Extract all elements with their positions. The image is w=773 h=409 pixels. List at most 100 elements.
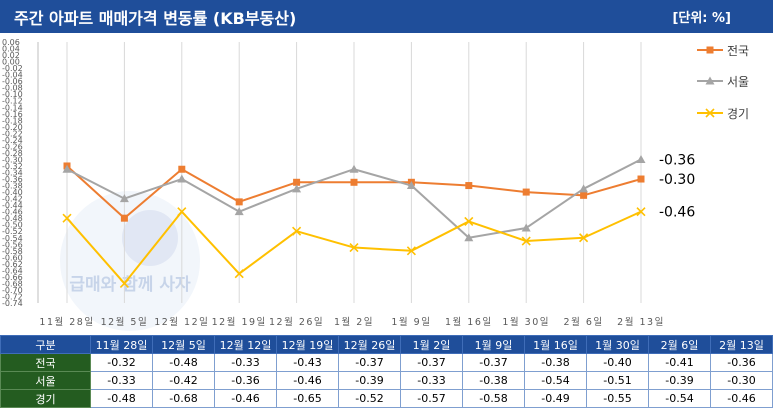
- unit-label: [단위: %]: [672, 11, 731, 26]
- y-tick-label: -0.30: [2, 155, 23, 164]
- data-point-x: [406, 246, 416, 256]
- data-point-square: [465, 182, 473, 190]
- table-cell: -0.48: [90, 389, 153, 408]
- table-cell: -0.33: [400, 371, 463, 390]
- table-cell: -0.37: [400, 353, 463, 372]
- table-cell: -0.51: [586, 371, 649, 390]
- x-tick-label: 12월 12일: [154, 316, 209, 328]
- y-tick-label: -0.20: [2, 123, 23, 132]
- legend-marker-square-icon: [697, 46, 723, 54]
- table-corner-cell: 구분: [0, 335, 91, 354]
- data-point-x: [62, 213, 72, 223]
- data-point-x: [349, 242, 359, 253]
- chart-header: 주간 아파트 매매가격 변동률 (KB부동산) [단위: %]: [0, 0, 773, 33]
- data-point-triangle: [349, 164, 359, 173]
- table-column-header: 1월 2일: [400, 335, 463, 354]
- table-cell: -0.54: [648, 389, 711, 408]
- data-point-x: [177, 207, 187, 217]
- y-tick-label: -0.68: [2, 279, 23, 288]
- x-tick-label: 2월 13일: [617, 316, 665, 328]
- x-tick-label: 12월 19일: [212, 316, 267, 328]
- y-tick-label: -0.12: [2, 97, 23, 106]
- end-value-label: -0.30: [659, 172, 695, 188]
- data-point-square: [120, 214, 128, 222]
- table-cell: -0.48: [152, 353, 215, 372]
- table-column-header: 1월 30일: [586, 335, 649, 354]
- y-tick-label: -0.74: [2, 299, 23, 308]
- table-column-header: 12월 5일: [152, 335, 215, 354]
- table-cell: -0.32: [90, 353, 153, 372]
- y-tick-label: -0.02: [2, 64, 23, 73]
- y-tick-label: -0.70: [2, 286, 23, 295]
- y-tick-label: -0.36: [2, 175, 23, 184]
- data-point-x: [636, 207, 646, 217]
- legend-label: 서울: [727, 75, 750, 89]
- table-row-header: 경기: [0, 389, 91, 408]
- data-point-square: [637, 175, 645, 183]
- y-tick-label: 0.06: [2, 38, 20, 47]
- x-tick-label: 1월 2일: [334, 316, 374, 328]
- x-tick-label: 1월 16일: [445, 316, 493, 328]
- table-column-header: 12월 26일: [338, 335, 401, 354]
- table-column-header: 12월 12일: [214, 335, 277, 354]
- y-tick-label: -0.28: [2, 149, 23, 158]
- data-point-triangle: [177, 174, 187, 183]
- y-tick-label: 0.00: [2, 58, 20, 67]
- table-column-header: 2월 6일: [648, 335, 711, 354]
- y-tick-label: -0.16: [2, 110, 23, 119]
- data-point-triangle: [579, 184, 589, 193]
- y-tick-label: -0.34: [2, 169, 23, 178]
- chart-series: [62, 154, 646, 288]
- y-tick-label: -0.10: [2, 90, 23, 99]
- data-point-x: [119, 278, 129, 288]
- y-tick-label: -0.66: [2, 273, 23, 282]
- table-cell: -0.68: [152, 389, 215, 408]
- data-point-square: [293, 178, 301, 186]
- x-tick-label: 1월 9일: [391, 316, 431, 328]
- table-cell: -0.41: [648, 353, 711, 372]
- table-column-header: 1월 9일: [462, 335, 525, 354]
- table-cell: -0.36: [710, 353, 773, 372]
- y-tick-label: -0.60: [2, 253, 23, 262]
- table-cell: -0.49: [524, 389, 587, 408]
- watermark-character: [122, 210, 178, 266]
- data-point-x: [464, 216, 474, 227]
- table-cell: -0.55: [586, 389, 649, 408]
- table-cell: -0.46: [214, 389, 277, 408]
- table-cell: -0.33: [90, 371, 153, 390]
- table-cell: -0.65: [276, 389, 339, 408]
- legend-item-series-1: 서울: [697, 73, 773, 91]
- watermark-badge: [60, 191, 200, 331]
- x-tick-label: 2월 6일: [564, 316, 604, 328]
- end-value-label: -0.46: [659, 205, 695, 221]
- data-point-x: [579, 233, 589, 243]
- x-tick-label: 12월 5일: [101, 316, 149, 328]
- data-point-triangle: [292, 184, 302, 193]
- x-axis: 11월 28일 12월 5일 12월 12일 12월 19일 12월 26일 1월 2일 1…: [39, 316, 665, 328]
- legend-marker-triangle-icon: [697, 76, 723, 85]
- y-tick-label: -0.26: [2, 142, 23, 151]
- y-tick-label: -0.08: [2, 84, 23, 93]
- data-point-x: [521, 236, 531, 246]
- data-table: 구분 11월 28일 12월 5일 12월 12일 12월 19일 12월 26…: [0, 335, 773, 408]
- table-cell: -0.46: [276, 371, 339, 390]
- data-point-x: [234, 269, 244, 279]
- chart-area: 급매와 함께 사자 0.06 0.04 0.02 0.00 -0.02 -0.04 -0.0…: [0, 33, 773, 335]
- x-tick-label: 1월 30일: [502, 316, 550, 328]
- y-tick-label: -0.62: [2, 260, 23, 269]
- watermark-text: 급매와 함께 사자: [69, 274, 191, 295]
- y-tick-label: -0.44: [2, 201, 23, 210]
- table-column-header: 2월 13일: [710, 335, 773, 354]
- table-column-header: 11월 28일: [90, 335, 153, 354]
- table-header-row: 구분 11월 28일 12월 5일 12월 12일 12월 19일 12월 26…: [0, 335, 773, 354]
- x-tick-label: 12월 26일: [269, 316, 324, 328]
- legend-item-series-2: 경기: [697, 105, 773, 123]
- table-row: 경기 -0.48 -0.68 -0.46 -0.65 -0.52 -0.57 -…: [0, 389, 773, 408]
- legend-marker-x-icon: [697, 108, 723, 118]
- series-2: [62, 207, 646, 288]
- table-cell: -0.42: [152, 371, 215, 390]
- y-tick-label: -0.40: [2, 188, 23, 197]
- data-point-triangle: [119, 194, 129, 203]
- data-point-triangle: [406, 181, 416, 190]
- table-cell: -0.43: [276, 353, 339, 372]
